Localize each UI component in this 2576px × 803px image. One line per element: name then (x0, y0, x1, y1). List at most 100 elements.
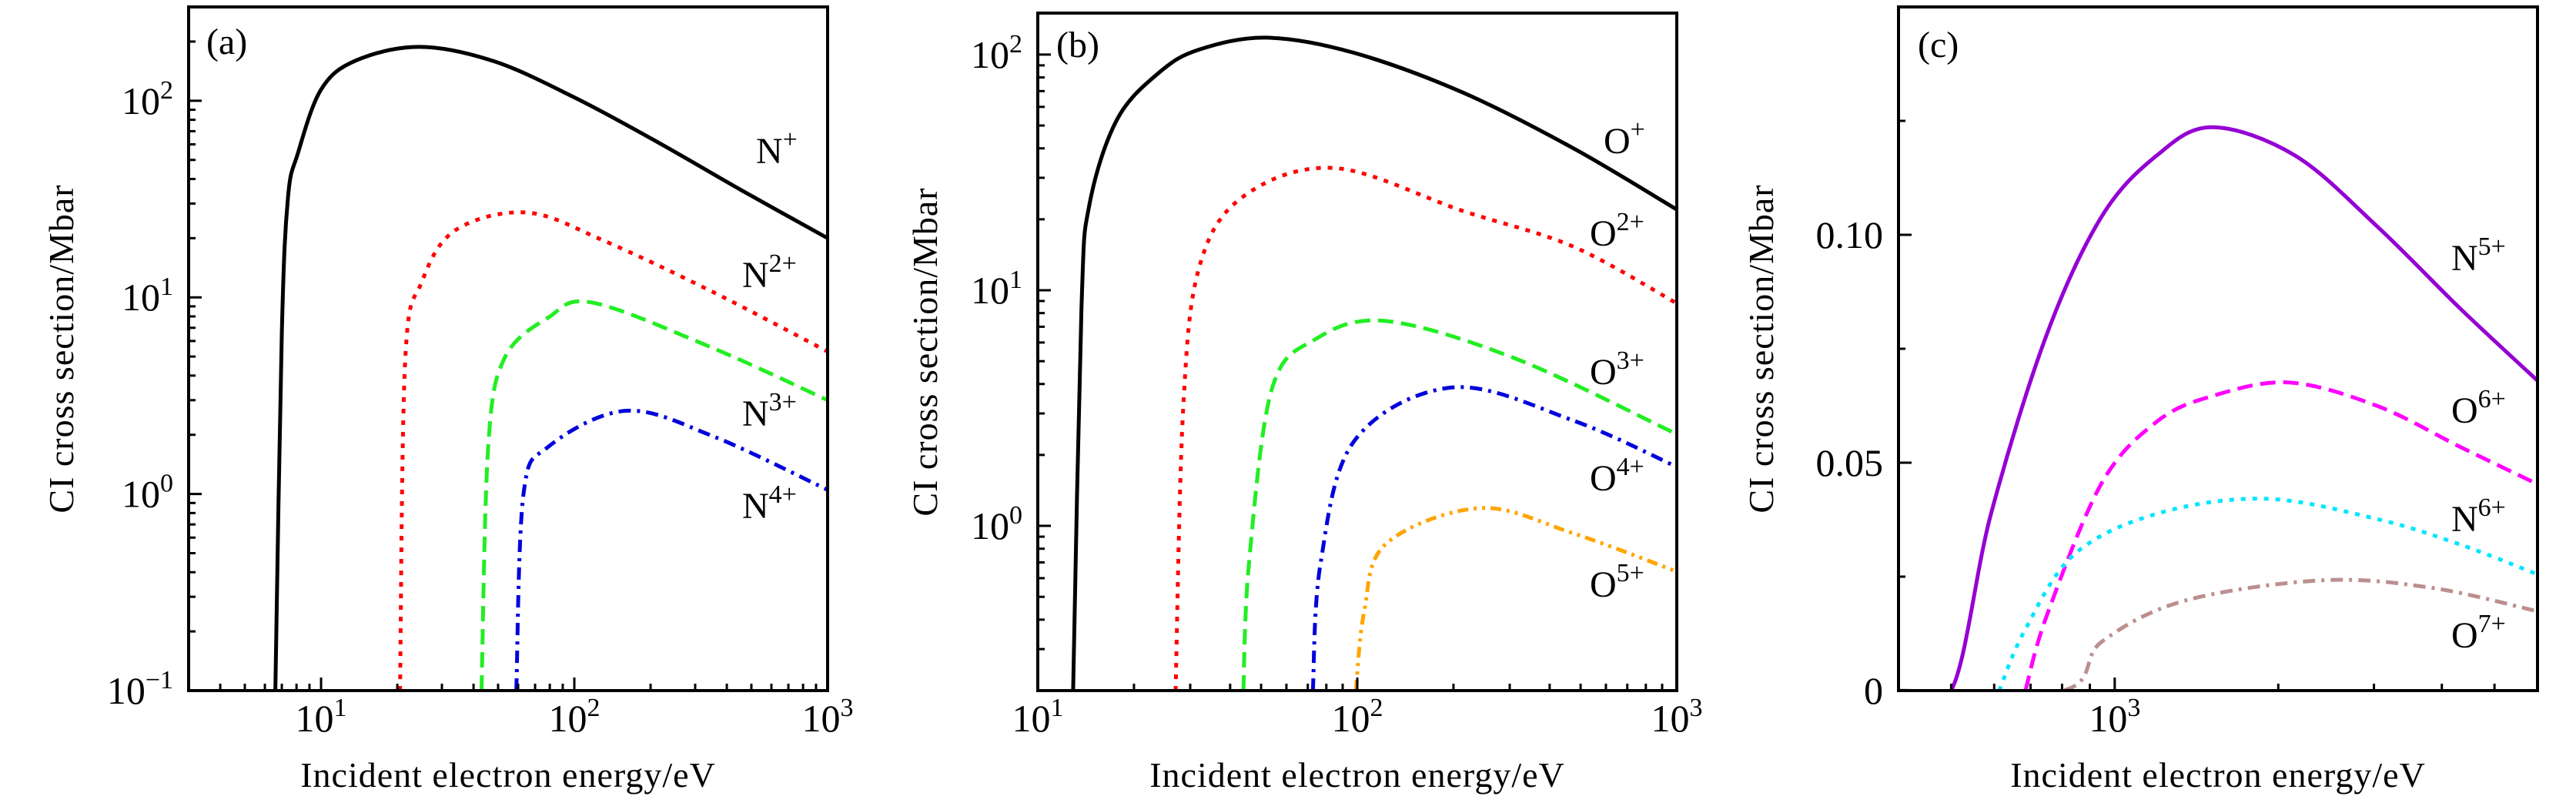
y-tick-label-base: 10 (122, 473, 160, 516)
y-tick-label-base: 0.05 (1816, 441, 1884, 484)
series-line-O7+ (1899, 577, 2538, 691)
series-line-N2+ (398, 210, 828, 691)
series-label-O6+: O6+ (2451, 385, 2506, 431)
x-tick-label-base: 10 (802, 697, 841, 740)
series-label-O7+: O7+ (2451, 610, 2506, 656)
series-label-O2+-sup: 2+ (1617, 208, 1644, 236)
y-tick-label: 101 (971, 266, 1022, 312)
series-label-O3+-sup: 3+ (1617, 346, 1644, 375)
axes-frame (1036, 12, 1678, 692)
x-tick-label: 101 (296, 694, 347, 740)
y-tick-label-sup: 0 (1009, 501, 1022, 530)
panel-label: (a) (206, 22, 247, 62)
x-tick-label: 103 (802, 694, 854, 740)
y-axis-label: CI cross section/Mbar (1741, 184, 1781, 513)
y-tick-label: 100 (122, 470, 173, 516)
x-tick-label-base: 10 (1012, 697, 1051, 740)
series-label-N+-base: N (756, 131, 783, 172)
axes-frame (1897, 5, 2539, 692)
x-tick-label-sup: 2 (1370, 694, 1383, 722)
y-tick-label-base: 10 (971, 504, 1009, 547)
series-label-N2+-sup: 2+ (769, 249, 797, 278)
series-label-O7+-base: O (2451, 615, 2478, 656)
series-label-O3+: O3+ (1590, 346, 1644, 393)
x-tick-label-base: 10 (1651, 697, 1690, 740)
series-label-N5+: N5+ (2451, 233, 2506, 279)
series-label-N2+: N2+ (742, 249, 797, 296)
x-tick-label: 103 (1651, 694, 1703, 740)
series-line-N6+ (1997, 497, 2538, 691)
series-label-N3+: N3+ (742, 388, 797, 434)
x-tick-label-sup: 3 (841, 694, 854, 722)
y-axis-label: CI cross section/Mbar (905, 187, 945, 516)
x-axis-label: Incident electron energy/eV (300, 755, 716, 795)
series-label-O4+: O4+ (1590, 453, 1644, 499)
series-label-N+-sup: + (783, 125, 798, 154)
series-line-N5+ (1899, 125, 2538, 691)
series-label-N3+-base: N (742, 393, 769, 434)
series-label-N4+-sup: 4+ (769, 480, 797, 509)
y-tick-label-sup: 1 (1009, 266, 1022, 294)
x-tick-label-sup: 3 (1690, 694, 1703, 722)
panel-a: N+N2+N3+N4+101 102 10310−1100101102(a)Inci… (42, 5, 854, 795)
y-tick-label-base: 0 (1864, 669, 1883, 712)
y-tick-label-base: 10 (971, 33, 1009, 76)
x-tick-label-sup: 1 (1051, 694, 1064, 722)
series-line-O5+ (1353, 506, 1677, 691)
series-label-O7+-sup: 7+ (2478, 610, 2506, 638)
series-label-O5+-base: O (1590, 564, 1617, 605)
series-label-N5+-sup: 5+ (2478, 233, 2506, 261)
series-label-N6+-base: N (2451, 499, 2478, 540)
series-line-O3+ (1241, 318, 1677, 691)
series-label-N6+-sup: 6+ (2478, 494, 2506, 522)
y-tick-label-base: 0.10 (1816, 213, 1884, 256)
series-line-O+ (1071, 35, 1677, 691)
y-tick-label-sup: −1 (146, 666, 173, 694)
x-tick-label: 101 (1012, 694, 1064, 740)
y-tick-label: 102 (122, 76, 173, 122)
x-tick-label-sup: 2 (587, 694, 601, 722)
x-axis-label: Incident electron energy/eV (1149, 755, 1565, 795)
series-label-O5+-sup: 5+ (1617, 559, 1644, 587)
series-label-O4+-base: O (1590, 458, 1617, 499)
series-label-O6+-base: O (2451, 390, 2478, 431)
y-tick-label: 0.10 (1816, 213, 1884, 256)
series-label-N3+-sup: 3+ (769, 388, 797, 417)
series-label-O3+-base: O (1590, 352, 1617, 393)
x-tick-label-base: 10 (549, 697, 587, 740)
y-tick-label: 0.05 (1816, 441, 1884, 484)
y-tick-label-base: 10 (122, 276, 160, 319)
series-label-O2+-base: O (1590, 213, 1617, 254)
y-tick-label-sup: 1 (160, 273, 173, 301)
y-tick-label: 100 (971, 501, 1022, 547)
series-label-N5+-base: N (2451, 238, 2478, 279)
y-tick-label: 102 (971, 30, 1022, 76)
x-axis-label: Incident electron energy/eV (2010, 755, 2426, 795)
series-label-N+: N+ (756, 125, 798, 172)
y-tick-label: 10−1 (107, 666, 173, 712)
x-tick-label: 102 (549, 694, 601, 740)
y-tick-label-base: 10 (122, 79, 160, 122)
y-tick-label-base: 10 (971, 269, 1009, 312)
series-line-N3+ (479, 299, 828, 691)
series-line-O4+ (1310, 385, 1677, 691)
panel-label: (b) (1056, 25, 1099, 65)
y-tick-label-base: 10 (107, 669, 146, 712)
y-tick-label-sup: 0 (160, 470, 173, 498)
series-label-N6+: N6+ (2451, 494, 2506, 540)
y-tick-label-sup: 2 (1009, 30, 1022, 59)
series-label-N4+-base: N (742, 486, 769, 527)
panel-label: (c) (1918, 25, 1959, 65)
y-axis-label: CI cross section/Mbar (42, 184, 81, 513)
x-tick-label: 102 (1332, 694, 1383, 740)
series-label-O5+: O5+ (1590, 559, 1644, 605)
x-tick-label-base: 10 (296, 697, 334, 740)
y-tick-label: 0 (1864, 669, 1883, 712)
series-label-O+-sup: + (1631, 115, 1645, 144)
series-label-N4+: N4+ (742, 480, 797, 527)
x-tick-label-sup: 1 (334, 694, 347, 722)
series-label-O4+-sup: 4+ (1617, 453, 1644, 481)
